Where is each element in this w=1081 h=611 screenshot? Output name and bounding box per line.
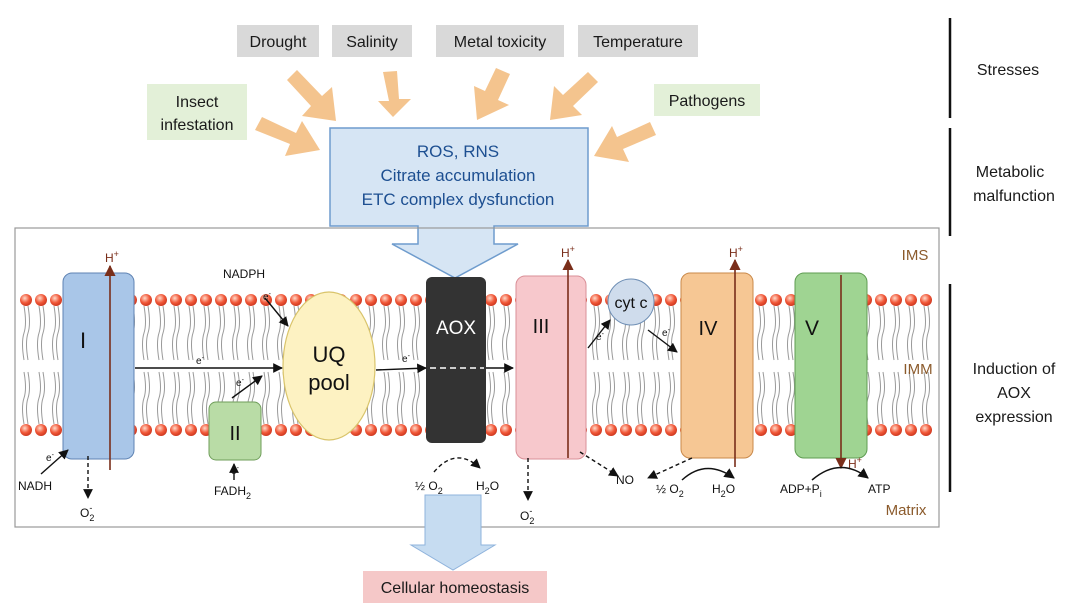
electron-label-cytc: e- — [662, 327, 671, 339]
cyt-c-label: cyt c — [615, 295, 648, 312]
label-superoxide-2: O2- — [520, 506, 534, 526]
label-atp: ATP — [868, 482, 890, 496]
label-half-o2-iv: ½ O2 — [656, 482, 684, 499]
label-half-o2-aox: ½ O2 — [415, 479, 443, 496]
stress-insect-label-1: Insect — [176, 94, 219, 111]
label-water-iv: H2O — [712, 482, 735, 499]
side-label-induction-3: expression — [975, 409, 1052, 426]
label-fadh2: FADH2 — [214, 484, 251, 501]
electron-label-uq: e- — [402, 353, 411, 365]
side-label-metabolic-1: Metabolic — [976, 164, 1044, 181]
label-no: NO — [616, 473, 634, 487]
homeostasis-text: Cellular homeostasis — [381, 580, 530, 597]
complex-ii: II — [209, 402, 261, 460]
complex-v-label: V — [805, 317, 819, 340]
stress-arrow-salinity — [378, 71, 411, 117]
malfunction-line-ros-rns: ROS, RNS — [417, 142, 499, 161]
stress-arrow-temperature — [550, 72, 598, 120]
complex-i: I — [63, 273, 134, 459]
aox-complex: AOX — [426, 277, 486, 443]
electron-label-iii: e- — [596, 331, 605, 343]
homeostasis-label: Cellular homeostasis — [363, 571, 547, 603]
label-imm: IMM — [903, 361, 932, 378]
label-water-aox: H2O — [476, 479, 499, 496]
uq-pool-label-1: UQ — [313, 342, 346, 367]
stress-metal-toxicity: Metal toxicity — [436, 25, 564, 57]
stress-insect-label-2: infestation — [161, 117, 234, 134]
uq-pool: UQ pool — [283, 292, 375, 440]
side-label-stresses: Stresses — [977, 62, 1039, 79]
stress-drought: Drought — [237, 25, 319, 57]
stress-pathogens: Pathogens — [654, 84, 760, 116]
stress-arrow-metal — [474, 68, 510, 120]
complex-iii-label: III — [533, 316, 550, 338]
complex-i-label: I — [80, 328, 86, 353]
stress-insect-infestation: Insect infestation — [147, 84, 247, 140]
stress-arrow-pathogens — [594, 122, 656, 162]
uq-pool-label-2: pool — [308, 370, 350, 395]
aox-label: AOX — [436, 318, 476, 339]
malfunction-line-citrate: Citrate accumulation — [381, 166, 536, 185]
svg-text:H+: H+ — [561, 244, 575, 260]
stress-salinity-label: Salinity — [346, 34, 398, 51]
label-ims: IMS — [902, 247, 929, 264]
homeostasis-arrow — [411, 495, 495, 570]
stress-temperature-label: Temperature — [593, 34, 683, 51]
side-label-induction-2: AOX — [997, 385, 1031, 402]
cyt-c: cyt c — [608, 279, 654, 325]
complex-ii-label: II — [229, 423, 240, 445]
stress-arrow-drought — [287, 70, 336, 121]
side-label-induction-1: Induction of — [973, 361, 1056, 378]
label-superoxide-1: O2- — [80, 503, 94, 523]
solid-curve-arrows — [682, 467, 868, 480]
stress-arrow-insect — [255, 117, 320, 156]
label-nadph: NADPH — [223, 267, 265, 281]
malfunction-box: ROS, RNS Citrate accumulation ETC comple… — [330, 128, 588, 278]
complex-v: V — [795, 273, 867, 458]
stress-drought-label: Drought — [250, 34, 307, 51]
electron-label-complex-ii: e- — [236, 377, 245, 389]
stress-metal-label: Metal toxicity — [454, 34, 546, 51]
svg-text:H+: H+ — [729, 244, 743, 260]
complex-iv-label: IV — [699, 318, 719, 340]
svg-text:H+: H+ — [105, 249, 119, 265]
stress-labels: Drought Salinity Metal toxicity Temperat… — [147, 25, 760, 140]
electron-label-fadh2: e- — [231, 465, 240, 477]
label-matrix: Matrix — [886, 502, 927, 519]
label-adp-pi: ADP+Pi — [780, 482, 822, 499]
label-nadh: NADH — [18, 479, 52, 493]
side-labels: Stresses Metabolic malfunction Induction… — [950, 18, 1056, 492]
complex-iii: III — [516, 276, 586, 459]
electron-label-complex-i: e- — [196, 355, 205, 367]
side-label-metabolic-2: malfunction — [973, 188, 1055, 205]
stress-pathogens-label: Pathogens — [669, 93, 746, 110]
stress-salinity: Salinity — [332, 25, 412, 57]
malfunction-line-etc: ETC complex dysfunction — [362, 190, 555, 209]
stress-temperature: Temperature — [578, 25, 698, 57]
complex-iv: IV — [681, 273, 753, 458]
dashed-arrows — [88, 452, 692, 500]
